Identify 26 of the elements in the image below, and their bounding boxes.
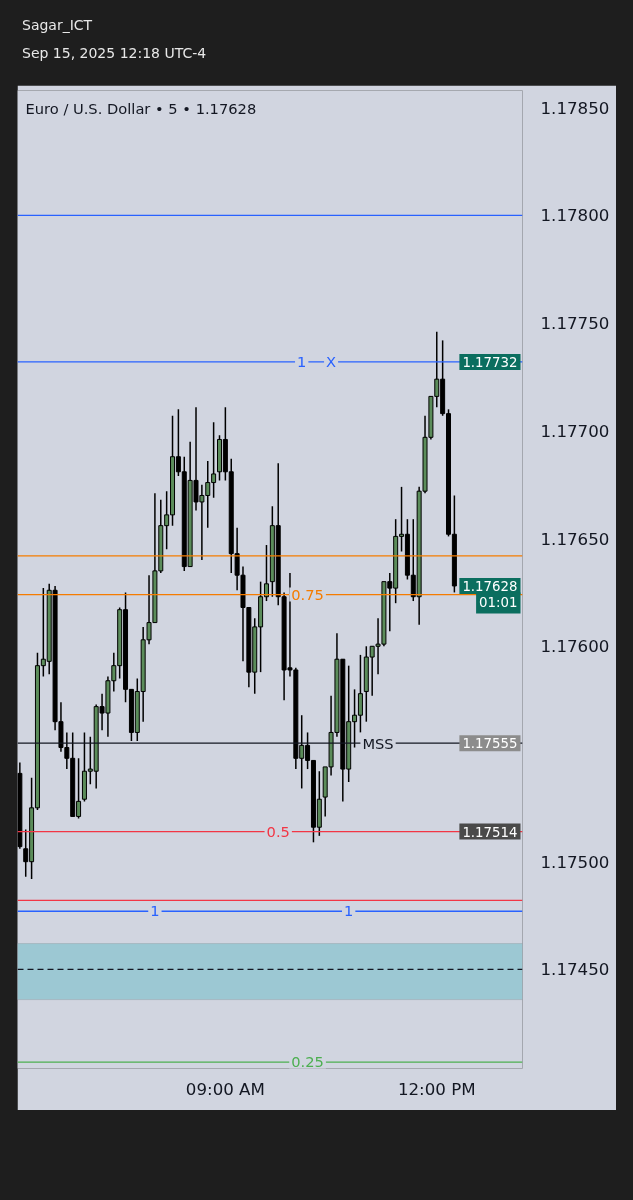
annotation: 1.17514 <box>462 824 518 840</box>
y-tick-label: 1.17450 <box>540 960 610 980</box>
y-tick-label: 1.17850 <box>540 98 610 118</box>
y-tick-label: 1.17650 <box>540 529 610 549</box>
annotation: X <box>326 353 337 371</box>
annotation: 1 <box>344 902 354 920</box>
annotation: 0.75 <box>291 585 324 603</box>
annotation: 1 <box>297 352 307 370</box>
annotation: 1 <box>150 902 160 920</box>
annotation: 1.17732 <box>462 354 518 370</box>
y-tick-label: 1.17800 <box>540 206 610 226</box>
text: Sagar_ICT <box>22 17 93 33</box>
annotation: 0.5 <box>266 822 290 840</box>
y-tick-label: 1.17750 <box>540 314 610 334</box>
y-tick-label: 1.17600 <box>540 637 610 657</box>
x-tick-label: 09:00 AM <box>185 1079 265 1099</box>
annotation: 1.17555 <box>462 736 518 752</box>
annotation: 01:01 <box>479 595 518 611</box>
annotation: 0.25 <box>291 1053 324 1071</box>
y-tick-label: 1.17700 <box>540 421 610 441</box>
x-tick-label: 12:00 PM <box>397 1079 476 1099</box>
annotation: MSS <box>362 734 394 752</box>
y-tick-label: 1.17500 <box>540 852 610 872</box>
text: Sep 15, 2025 12:18 UTC-4 <box>22 45 207 61</box>
text: Euro / U.S. Dollar • 5 • 1.17628 <box>25 100 257 117</box>
annotation: 1.17628 <box>462 578 518 594</box>
